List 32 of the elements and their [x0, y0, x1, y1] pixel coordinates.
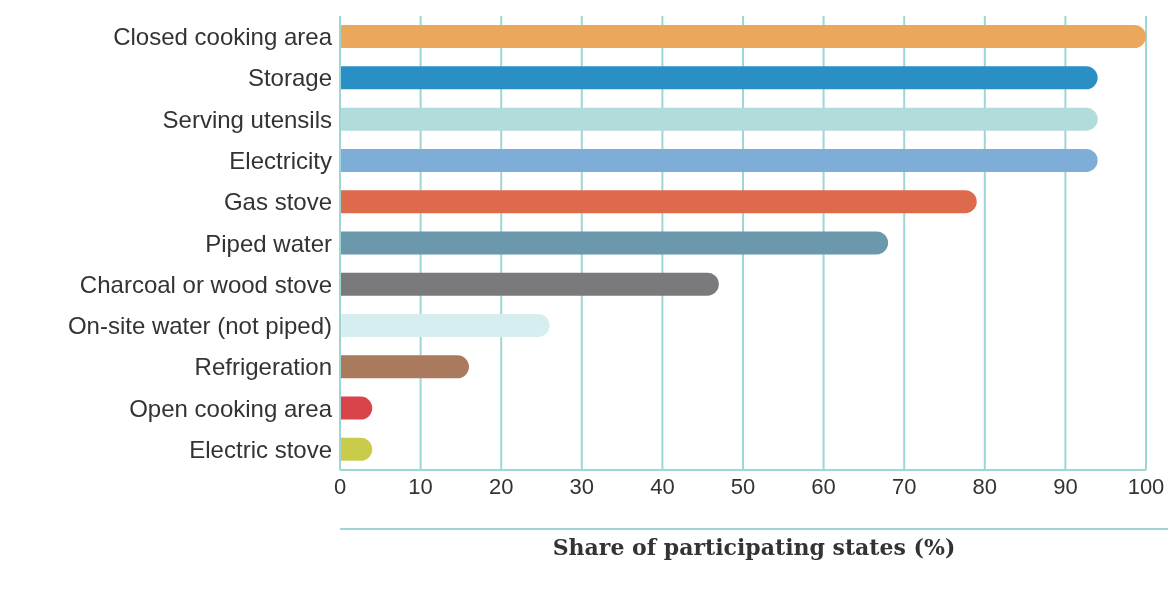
bar [340, 231, 889, 255]
bar [340, 190, 977, 214]
x-tick-label: 70 [891, 473, 917, 499]
y-tick-label: Serving utensils [162, 105, 332, 133]
x-tick-label: 60 [811, 473, 836, 499]
x-tick-label: 40 [650, 473, 675, 499]
bar [340, 25, 1146, 49]
y-tick-label: Open cooking area [129, 394, 333, 422]
x-tick-label: 80 [972, 473, 998, 499]
bar [340, 313, 550, 337]
y-tick-label: Closed cooking area [113, 23, 333, 51]
x-tick-label: 90 [1053, 473, 1078, 499]
y-tick-label: Gas stove [223, 188, 332, 216]
y-tick-label: On-site water (not piped) [67, 312, 332, 340]
x-tick-label: 100 [1127, 473, 1165, 499]
x-tick-label: 10 [408, 473, 433, 499]
bar [340, 148, 1098, 172]
x-tick-label: 50 [730, 473, 756, 499]
y-tick-label: Refrigeration [194, 353, 332, 381]
y-tick-label: Storage [247, 64, 332, 92]
y-tick-label: Electricity [229, 146, 332, 174]
bar [340, 355, 469, 379]
bar [340, 272, 719, 296]
bar [340, 107, 1098, 131]
x-tick-label: 30 [569, 473, 595, 499]
y-tick-label: Charcoal or wood stove [79, 270, 332, 298]
x-tick-label: 0 [333, 473, 347, 499]
x-axis-title: Share of participating states (%) [551, 533, 957, 560]
y-tick-label: Electric stove [189, 435, 332, 463]
bar [340, 66, 1098, 90]
y-tick-label: Piped water [205, 229, 332, 257]
x-tick-label: 20 [488, 473, 514, 499]
